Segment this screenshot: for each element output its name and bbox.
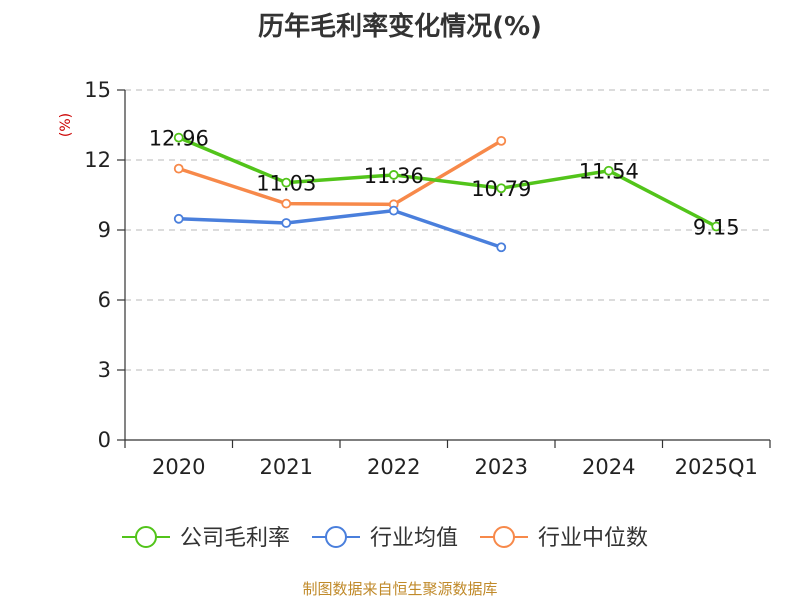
x-tick-label: 2021 [260, 455, 313, 479]
x-tick-label: 2020 [152, 455, 205, 479]
legend-item: 行业均值 [312, 526, 458, 551]
data-point [173, 163, 184, 174]
legend-item: 行业中位数 [480, 526, 648, 551]
series-line [178, 208, 502, 249]
data-point [496, 242, 507, 253]
legend-marker-icon [493, 526, 515, 548]
data-point [281, 198, 292, 209]
y-tick-label: 6 [98, 288, 111, 312]
legend: 公司毛利率 行业均值 行业中位数 [122, 526, 648, 551]
data-point [388, 205, 399, 216]
y-axis-label: (%) [58, 113, 74, 137]
data-point [173, 213, 184, 224]
data-point [173, 132, 184, 143]
y-tick-label: 0 [98, 428, 111, 452]
y-tick-label: 12 [84, 148, 111, 172]
y-tick-label: 9 [98, 218, 111, 242]
y-tick-label: 3 [98, 358, 111, 382]
data-point [496, 183, 507, 194]
data-label: 11.36 [364, 164, 424, 188]
data-point [281, 177, 292, 188]
chart-title: 历年毛利率变化情况(%) [258, 12, 542, 42]
data-point [711, 221, 722, 232]
axes: 0 3 6 9 12 15 2020 2021 2022 2023 2024 2025Q1 (%) [58, 78, 771, 479]
data-point [603, 165, 614, 176]
legend-label: 行业均值 [370, 526, 458, 551]
legend-item: 公司毛利率 [122, 526, 290, 551]
data-label: 12.96 [149, 127, 209, 151]
data-label: 11.54 [579, 160, 639, 184]
data-label: 9.15 [693, 216, 740, 240]
source-note: 制图数据来自恒生聚源数据库 [302, 580, 498, 598]
legend-marker-icon [135, 526, 157, 548]
legend-marker-icon [325, 526, 347, 548]
x-tick-label: 2023 [475, 455, 528, 479]
series [173, 132, 722, 253]
series-line [178, 135, 718, 229]
x-tick-label: 2024 [582, 455, 635, 479]
x-tick-label: 2025Q1 [675, 455, 758, 479]
x-tick-label: 2022 [367, 455, 420, 479]
data-label: 10.79 [471, 177, 531, 201]
legend-label: 行业中位数 [538, 526, 648, 551]
data-label: 11.03 [256, 172, 316, 196]
y-tick-label: 15 [84, 78, 111, 102]
legend-label: 公司毛利率 [180, 526, 290, 551]
data-point [281, 218, 292, 228]
series-line [178, 139, 503, 207]
data-point [496, 135, 507, 146]
data-labels: 12.96 11.03 11.36 10.79 11.54 9.15 [149, 127, 740, 240]
data-point [388, 170, 399, 180]
